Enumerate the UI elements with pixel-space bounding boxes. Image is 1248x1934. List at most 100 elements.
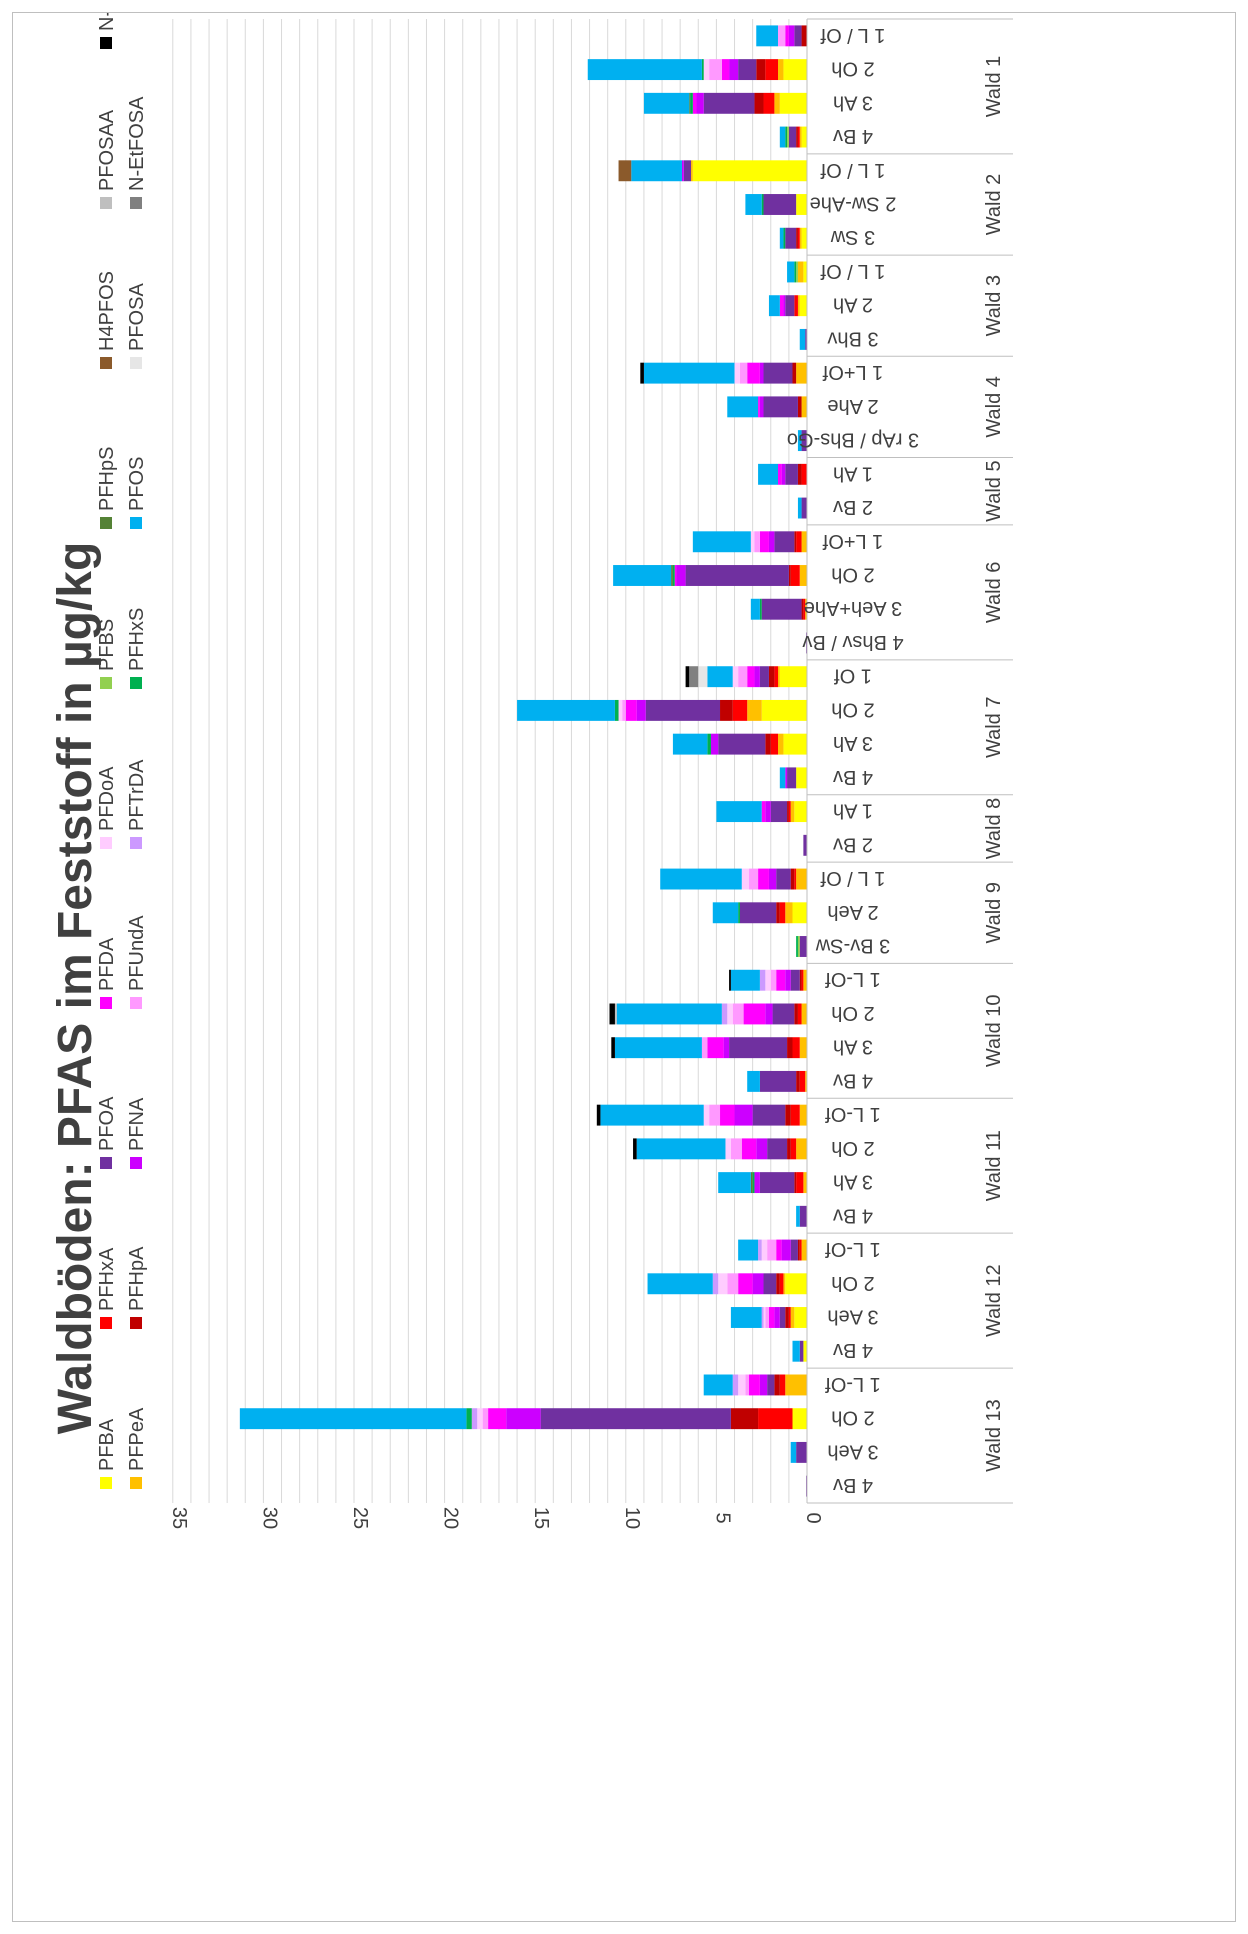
bar-segment-pfdoa — [741, 868, 750, 890]
bar-segment-pfpea — [801, 396, 807, 418]
bar-segment-pfhxa — [774, 666, 779, 688]
bar-segment-n-et-fosaa — [633, 1138, 637, 1160]
bar-segment-pfoa — [763, 362, 793, 384]
category-label: 2 Oh — [831, 1272, 874, 1294]
bar-segment-pfos — [779, 227, 784, 249]
legend-item-pfos: PFOS — [126, 457, 148, 529]
legend-label: PFHxA — [96, 1247, 118, 1311]
bar-segment-pfos — [796, 1205, 800, 1227]
bar-segment-pfos — [672, 733, 708, 755]
bar-segment-pfhxa — [799, 1239, 802, 1261]
bar-segment-pfhpa — [776, 1273, 780, 1295]
chart-title: Waldböden: PFAS im Feststoff in µg/kg — [49, 542, 102, 1435]
group-label: Wald 4 — [983, 376, 1005, 438]
group-label: Wald 1 — [983, 56, 1005, 118]
bar-segment-pfhxs — [785, 126, 788, 148]
bar-segment-pfda — [625, 699, 637, 721]
category-label: 2 Oh — [831, 1407, 874, 1429]
legend-label: PFPeA — [126, 1407, 148, 1471]
legend-label: PFOS — [126, 457, 148, 511]
bar-segment-pfna — [676, 565, 686, 586]
legend-swatch — [100, 517, 112, 529]
legend-item-n-etfosa: N-EtFOSA — [126, 96, 148, 209]
category-label: 2 Oh — [831, 1002, 874, 1024]
bar-segment-pfos — [517, 699, 615, 721]
bar-segment-pfhxa — [799, 1070, 806, 1092]
bar-segment-pfoa — [739, 902, 777, 924]
legend-label: PFOSAA — [96, 109, 118, 191]
bar-segment-pfunda — [482, 1408, 489, 1430]
bar-segment-pfhpa — [785, 1307, 789, 1328]
legend-item-pfdoa: PFDoA — [96, 766, 118, 849]
legend-swatch — [130, 197, 142, 209]
bar-segment-pfhxs — [701, 59, 704, 81]
bar-segment-pfos — [703, 1374, 733, 1396]
legend-swatch — [100, 37, 112, 49]
bar-segment-pfhxa — [797, 1003, 802, 1025]
bar-segment-pfba — [779, 92, 807, 114]
legend-item-pfna: PFNA — [126, 1097, 148, 1169]
category-axis: 1 L / Of 2 Oh 3 Ah 4 Bv 1 L / Of 2 Sw-Ahe 3 Sw… — [787, 18, 1013, 1504]
bar-segment-pfoa — [774, 531, 795, 553]
bar-segment-pfoa — [805, 328, 807, 350]
bar-segment-pfda — [720, 1104, 735, 1126]
category-label: 3 Ah — [833, 91, 873, 113]
category-label: 3 Aeh — [827, 1440, 878, 1462]
category-label: 3 Bhv — [827, 327, 878, 349]
bar-segment-pfoa — [759, 1172, 795, 1194]
bar-segment-pfba — [783, 59, 807, 81]
bar-segment-pfna — [681, 160, 684, 182]
x-tick-label: 0 — [802, 1512, 824, 1523]
legend-label: PFOA — [96, 1096, 118, 1151]
bar-segment-pfna — [723, 1037, 730, 1059]
legend-item-pfhpa: PFHpA — [126, 1246, 148, 1329]
group-label: Wald 2 — [983, 174, 1005, 236]
bar-segment-pfpea — [778, 733, 784, 755]
bar-segment-n-et-fosaa — [609, 1003, 615, 1025]
bar-segment-pfda — [707, 1037, 724, 1059]
bar-segment-pfos — [643, 92, 690, 114]
bar-segment-pfhpa — [801, 598, 804, 620]
bar-segment-pfoa — [790, 969, 800, 991]
group-label: Wald 13 — [983, 1399, 1005, 1472]
bar-segment-pfba — [692, 160, 807, 182]
bar-segment-pfna — [710, 733, 719, 755]
bar-segment-pfna — [759, 362, 764, 384]
bar-segment-pfoa — [718, 733, 766, 755]
category-label: 2 Ahe — [827, 395, 878, 417]
bar-segment-pfpea — [799, 126, 802, 148]
group-label: Wald 10 — [983, 994, 1005, 1067]
bar-segment-pfos — [647, 1273, 713, 1295]
bar-segment-pfunda — [778, 25, 786, 47]
legend-swatch — [130, 997, 142, 1009]
bar-segment-pfda — [692, 92, 697, 114]
bar-segment-pfhxa — [803, 598, 806, 620]
category-label: 3 Ah — [833, 1171, 873, 1193]
bar-segment-pfoa — [767, 1374, 775, 1396]
bar-segment-pfna — [781, 463, 786, 485]
bar-segment-pfdoa — [718, 1273, 728, 1295]
group-label: Wald 9 — [983, 882, 1005, 944]
bar-segment-pfhpa — [792, 362, 797, 384]
bar-segment-pfhxa — [797, 227, 800, 249]
bar-segment-pfhxa — [790, 565, 800, 586]
bar-segment-pftrda — [732, 1374, 739, 1396]
legend-swatch — [100, 357, 112, 369]
bar-segment-pfda — [747, 666, 755, 688]
bar-segment-pfdoa — [738, 1374, 746, 1396]
legend-item-pfhxs: PFHxS — [126, 608, 148, 689]
bar-segment-pfna — [759, 396, 764, 418]
legend-label: N-EtFOSA — [126, 96, 148, 191]
bar-segment-pftrda — [471, 1408, 478, 1430]
bar-segment-pfna — [781, 1239, 791, 1261]
legend-swatch — [130, 1157, 142, 1169]
bar-segment-pfoa — [763, 1273, 777, 1295]
legend-item-pfunda: PFUndA — [126, 915, 148, 1009]
bar-segment-pfunda — [727, 1273, 739, 1295]
bar-segment-pfda — [761, 801, 766, 823]
chart-frame: 0 5 10 15 20 25 30 35 1 L / Of 2 Oh 3 Ah 4 Bv 1 L /… — [12, 12, 1236, 1922]
bar-segment-pfos — [768, 295, 780, 317]
legend-item-n-et-fosaa: N-Et-FOSAA — [96, 13, 118, 49]
bar-segment-n-etfosa — [689, 666, 699, 688]
category-label: 1 Ah — [833, 462, 873, 484]
